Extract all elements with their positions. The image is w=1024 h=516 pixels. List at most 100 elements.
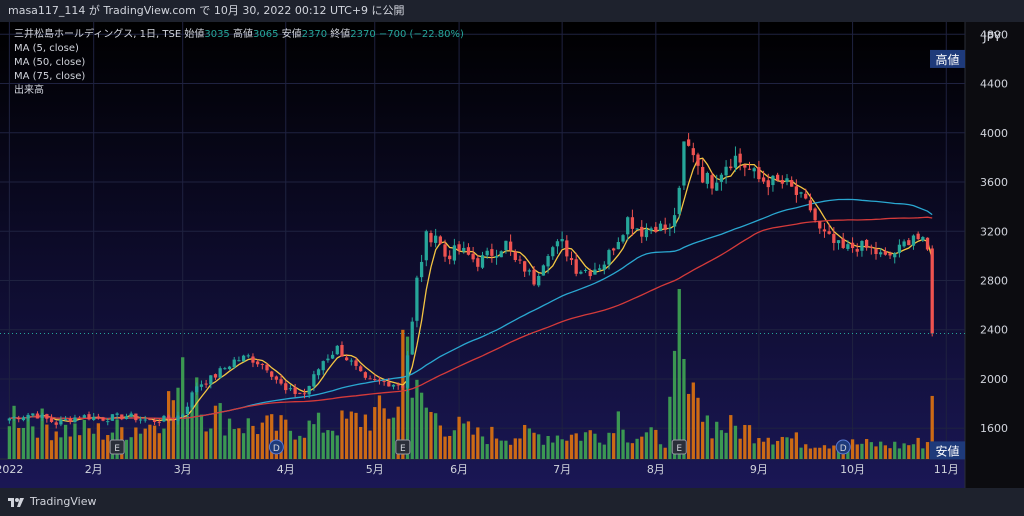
candle-body <box>349 360 353 362</box>
candle-body <box>373 379 377 381</box>
candle-body <box>785 178 789 182</box>
volume-bar <box>710 438 714 459</box>
event-marker-label: E <box>400 444 406 454</box>
volume-bar <box>612 433 616 459</box>
candle-body <box>185 406 190 414</box>
volume-bar <box>626 442 630 459</box>
candle-body <box>649 228 653 231</box>
candle-body <box>293 387 297 394</box>
legend-ma50[interactable]: MA (50, close) <box>14 57 86 68</box>
volume-bar <box>616 411 620 459</box>
volume-bar <box>256 434 260 459</box>
tradingview-logo[interactable]: TradingView <box>8 488 96 516</box>
volume-bar <box>827 448 831 459</box>
time-axis[interactable]: 2022 2月 3月 4月 5月 6月 7月 8月 9月 10月 11月 <box>0 463 959 476</box>
candle-body <box>537 275 541 286</box>
candle-body <box>471 253 475 260</box>
volume-bar <box>213 405 218 459</box>
candle-body <box>630 217 635 229</box>
time-tick-label: 10月 <box>840 463 865 476</box>
candle-body <box>77 417 82 419</box>
volume-bar <box>504 440 508 459</box>
volume-bar <box>298 435 302 459</box>
volume-bar <box>850 439 855 459</box>
volume-bar <box>630 443 635 459</box>
volume-bar <box>134 427 138 459</box>
candle-body <box>167 415 171 420</box>
volume-bar <box>419 392 424 459</box>
tradingview-logo-icon <box>8 498 24 507</box>
volume-bar <box>185 415 190 459</box>
volume-bar <box>705 415 709 459</box>
price-axis[interactable]: 1600 2000 2400 2800 3200 3600 4000 4400 4800 <box>980 28 1008 435</box>
volume-bar <box>541 444 546 459</box>
event-marker-label: E <box>676 444 682 454</box>
volume-bar <box>874 446 878 459</box>
candle-body <box>808 200 813 211</box>
volume-bar <box>485 444 489 459</box>
volume-bar <box>167 391 171 459</box>
volume-bar <box>452 430 457 459</box>
volume-bar <box>40 408 44 459</box>
legend-volume[interactable]: 出来高 <box>14 85 44 96</box>
volume-bar <box>204 431 208 459</box>
candle-body <box>597 268 602 270</box>
candle-body <box>49 418 54 422</box>
candle-body <box>555 241 560 247</box>
volume-bar <box>635 438 639 459</box>
volume-bar <box>588 430 592 459</box>
candle-body <box>452 245 457 261</box>
candle-body <box>832 233 836 243</box>
price-tick-label: 3200 <box>980 225 1008 238</box>
candle-body <box>602 264 606 270</box>
candle-body <box>790 180 794 187</box>
volume-bar <box>527 428 531 459</box>
volume-bar <box>761 441 766 459</box>
candle-body <box>59 419 63 425</box>
candle-body <box>302 393 307 395</box>
candle-body <box>874 248 878 255</box>
volume-bar <box>513 438 517 459</box>
volume-bar <box>466 421 471 459</box>
volume-bar <box>448 435 452 459</box>
time-tick-label: 6月 <box>450 463 468 476</box>
candle-body <box>691 148 695 156</box>
volume-bar <box>672 350 677 459</box>
candle-body <box>565 240 569 257</box>
candle-body <box>911 235 916 246</box>
volume-bar <box>574 433 578 459</box>
legend-high-value: 3065 <box>252 29 279 40</box>
candle-body <box>256 361 260 365</box>
candle-body <box>429 233 433 243</box>
candle-body <box>363 372 368 378</box>
candle-body <box>883 251 888 255</box>
candle-body <box>448 255 452 260</box>
volume-bar <box>326 430 330 459</box>
volume-bar <box>26 417 30 459</box>
candle-body <box>312 374 316 387</box>
volume-bar <box>293 439 297 459</box>
candle-body <box>359 366 363 372</box>
volume-bar <box>808 448 813 459</box>
legend-ma75[interactable]: MA (75, close) <box>14 71 86 82</box>
volume-bar <box>162 428 166 459</box>
volume-bar <box>640 436 644 459</box>
candle-body <box>729 166 733 169</box>
volume-bar <box>363 414 368 459</box>
volume-bar <box>593 433 597 459</box>
candle-body <box>434 235 438 243</box>
candle-body <box>181 414 185 417</box>
volume-bar <box>237 428 241 459</box>
volume-bar <box>494 438 499 459</box>
price-chart[interactable]: E D E E D 1600 2000 2400 2800 3200 3600 4000 4400 48… <box>0 22 1024 488</box>
candle-body <box>850 242 855 249</box>
legend-ma5[interactable]: MA (5, close) <box>14 43 79 54</box>
candle-body <box>860 241 864 251</box>
candle-body <box>612 248 616 251</box>
volume-bar <box>930 395 934 459</box>
time-tick-label: 4月 <box>277 463 295 476</box>
candle-body <box>204 383 208 385</box>
volume-bar <box>832 445 836 459</box>
chart-area[interactable]: E D E E D 1600 2000 2400 2800 3200 3600 4000 4400 48… <box>0 22 1024 488</box>
volume-bar <box>340 410 344 459</box>
